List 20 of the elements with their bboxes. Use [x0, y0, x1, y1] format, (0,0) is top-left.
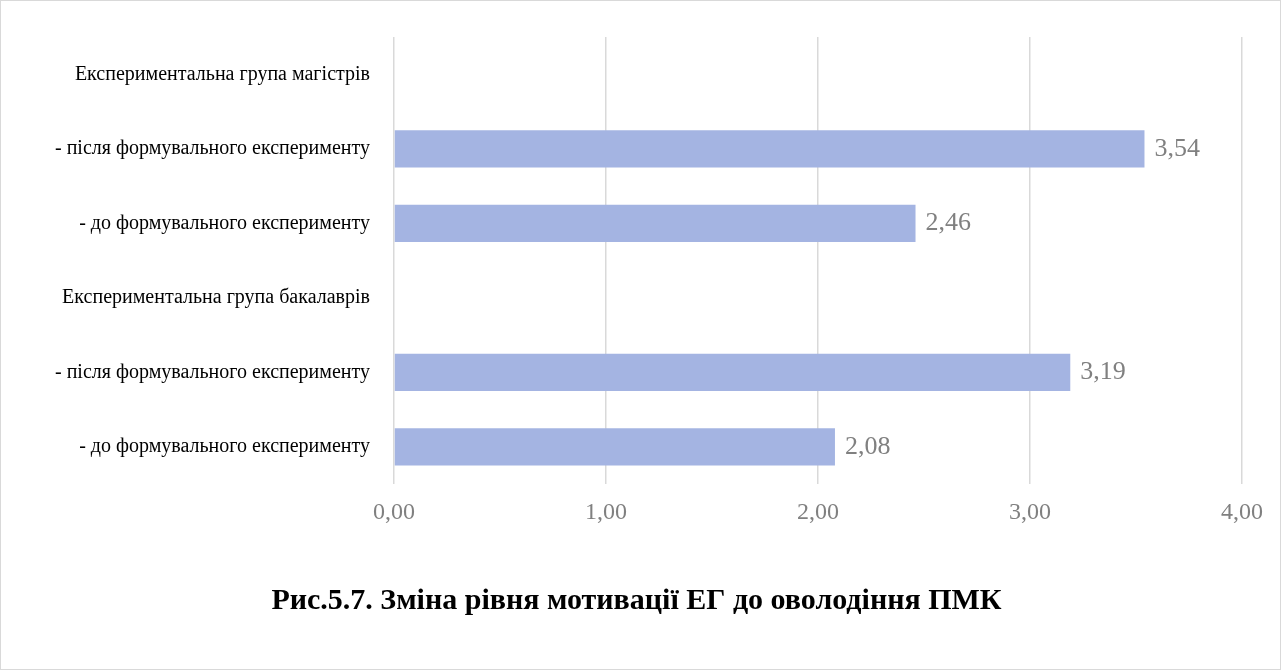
bar [394, 428, 835, 466]
data-label: 2,46 [925, 207, 972, 237]
y-tick-label: - після формувального експерименту [55, 359, 370, 383]
y-tick-label: Експериментальна група бакалаврів [62, 285, 370, 309]
bar [394, 130, 1145, 168]
text: Рис.5.7. Зміна рівня мотивації ЕГ до оволодіння ПМК [271, 581, 1002, 615]
data-label: 3,19 [1080, 356, 1126, 386]
x-tick-label: 4,00 [1221, 497, 1263, 524]
y-tick-label: - після формувального експерименту [55, 136, 370, 160]
y-tick-label: Експериментальна група магістрів [74, 61, 370, 85]
bar [394, 353, 1071, 392]
data-label: 3,54 [1154, 132, 1200, 162]
y-tick-label: - до формувального експерименту [79, 210, 370, 234]
x-tick-label: 1,00 [585, 497, 627, 524]
y-tick-label: - до формувального експерименту [79, 434, 370, 458]
x-tick-label: 0,00 [373, 497, 415, 524]
x-tick-label: 3,00 [1009, 497, 1051, 524]
x-tick-label: 2,00 [797, 497, 839, 524]
bar [394, 204, 916, 242]
data-label: 2,08 [844, 430, 891, 460]
